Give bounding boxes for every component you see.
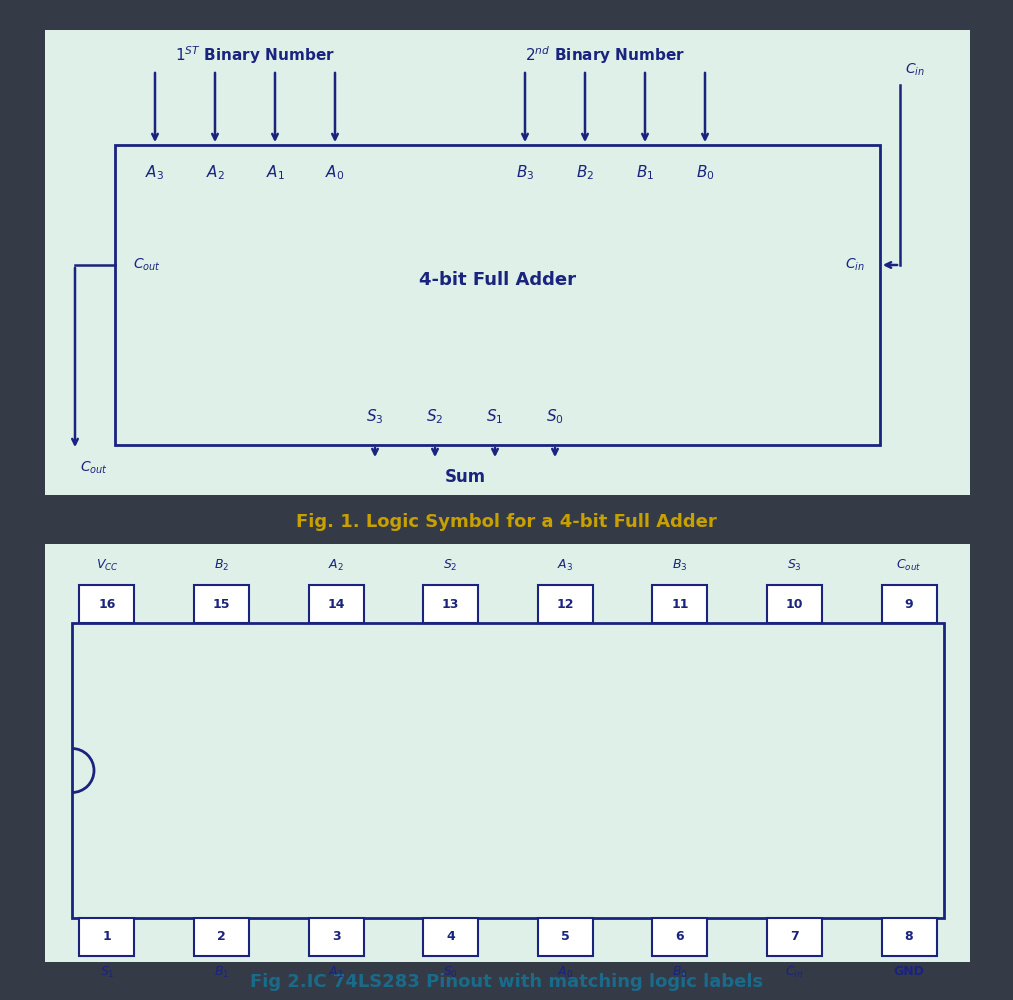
Text: $A_0$: $A_0$: [557, 965, 573, 980]
Bar: [652, 585, 707, 623]
Text: $S_3$: $S_3$: [367, 408, 384, 426]
Bar: [423, 585, 478, 623]
Bar: [538, 585, 593, 623]
Text: 3: 3: [332, 930, 340, 944]
Bar: [115, 145, 880, 445]
Bar: [881, 585, 936, 623]
Text: 10: 10: [786, 597, 803, 610]
Text: 2: 2: [217, 930, 226, 944]
Text: $B_3$: $B_3$: [516, 164, 534, 182]
Text: 14: 14: [327, 597, 344, 610]
Text: $V_{CC}$: $V_{CC}$: [95, 558, 119, 573]
Text: $S_1$: $S_1$: [99, 965, 114, 980]
Text: $C_{out}$: $C_{out}$: [897, 558, 922, 573]
Bar: [79, 918, 135, 956]
Text: $B_1$: $B_1$: [214, 965, 229, 980]
Text: $B_3$: $B_3$: [673, 558, 688, 573]
Text: $C_{in}$: $C_{in}$: [845, 257, 865, 273]
Text: 6: 6: [676, 930, 684, 944]
Bar: [45, 30, 970, 495]
Text: $A_2$: $A_2$: [328, 558, 344, 573]
Text: 5: 5: [561, 930, 569, 944]
Text: 4-bit Full Adder: 4-bit Full Adder: [419, 271, 576, 289]
Text: 9: 9: [905, 597, 914, 610]
Bar: [309, 918, 364, 956]
Text: 12: 12: [556, 597, 574, 610]
Text: $C_{out}$: $C_{out}$: [80, 460, 108, 476]
Text: $C_{out}$: $C_{out}$: [133, 257, 161, 273]
Bar: [309, 585, 364, 623]
Bar: [72, 623, 944, 918]
Bar: [767, 918, 822, 956]
Bar: [423, 918, 478, 956]
Text: Fig. 1. Logic Symbol for a 4-bit Full Adder: Fig. 1. Logic Symbol for a 4-bit Full Ad…: [296, 513, 717, 531]
Text: $A_1$: $A_1$: [265, 164, 285, 182]
Text: 16: 16: [98, 597, 115, 610]
Text: $S_0$: $S_0$: [444, 965, 458, 980]
Text: $A_1$: $A_1$: [328, 965, 344, 980]
Text: $B_2$: $B_2$: [576, 164, 594, 182]
Text: $S_2$: $S_2$: [426, 408, 444, 426]
Bar: [79, 585, 135, 623]
Bar: [881, 918, 936, 956]
Text: GND: GND: [893, 965, 925, 978]
Text: $B_1$: $B_1$: [636, 164, 654, 182]
Bar: [538, 918, 593, 956]
Text: 15: 15: [213, 597, 230, 610]
Text: 4: 4: [447, 930, 455, 944]
Text: 1: 1: [102, 930, 111, 944]
Text: $C_{in}$: $C_{in}$: [785, 965, 803, 980]
Text: $2^{nd}$ Binary Number: $2^{nd}$ Binary Number: [525, 44, 685, 66]
Text: $S_3$: $S_3$: [787, 558, 802, 573]
Text: $A_2$: $A_2$: [206, 164, 225, 182]
Text: 11: 11: [671, 597, 689, 610]
Text: 13: 13: [442, 597, 460, 610]
Bar: [652, 918, 707, 956]
Text: $B_0$: $B_0$: [672, 965, 688, 980]
Bar: [194, 918, 249, 956]
Bar: [45, 544, 970, 962]
Bar: [767, 585, 822, 623]
Text: 8: 8: [905, 930, 914, 944]
Text: $B_0$: $B_0$: [696, 164, 714, 182]
Text: $S_1$: $S_1$: [486, 408, 503, 426]
Text: $1^{ST}$ Binary Number: $1^{ST}$ Binary Number: [175, 44, 335, 66]
Text: $A_3$: $A_3$: [557, 558, 573, 573]
Text: $C_{in}$: $C_{in}$: [905, 62, 925, 78]
Bar: [194, 585, 249, 623]
Text: Fig 2.IC 74LS283 Pinout with matching logic labels: Fig 2.IC 74LS283 Pinout with matching lo…: [250, 973, 763, 991]
Text: $S_2$: $S_2$: [444, 558, 458, 573]
Text: Sum: Sum: [445, 468, 485, 486]
Text: $B_2$: $B_2$: [214, 558, 229, 573]
Text: $A_3$: $A_3$: [146, 164, 164, 182]
Text: $A_0$: $A_0$: [325, 164, 344, 182]
Text: 7: 7: [790, 930, 799, 944]
Text: $S_0$: $S_0$: [546, 408, 564, 426]
